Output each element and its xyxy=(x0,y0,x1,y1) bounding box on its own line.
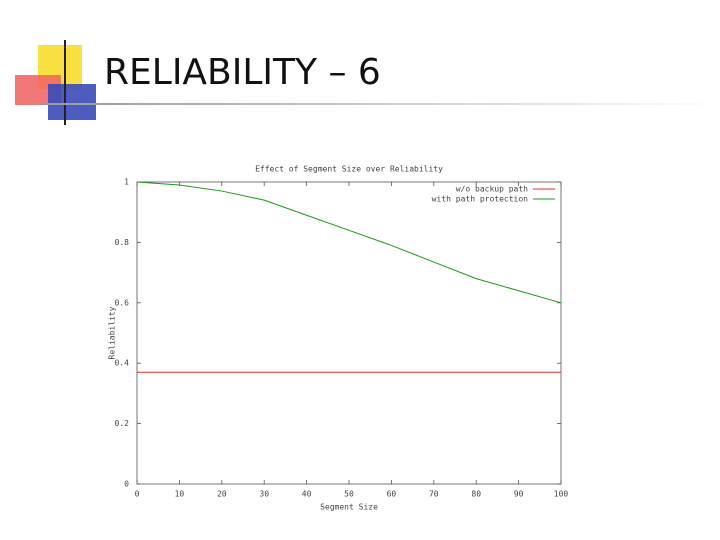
y-axis-label: Reliability xyxy=(108,306,117,359)
y-tick-label: 0.4 xyxy=(115,359,130,368)
plot-border xyxy=(136,181,562,485)
x-tick-label: 10 xyxy=(175,490,185,499)
deco-blue xyxy=(48,84,96,120)
y-tick-label: 0 xyxy=(124,480,129,489)
x-tick-label: 20 xyxy=(217,490,227,499)
y-tick-label: 0.6 xyxy=(115,298,130,307)
series-line xyxy=(136,181,562,304)
x-tick-label: 50 xyxy=(344,490,354,499)
x-tick-label: 100 xyxy=(554,490,569,499)
x-axis-label: Segment Size xyxy=(320,503,378,512)
x-tick-label: 30 xyxy=(259,490,269,499)
y-tick-label: 1 xyxy=(124,178,129,187)
slide-title: RELIABILITY – 6 xyxy=(104,52,381,93)
x-tick-label: 40 xyxy=(302,490,312,499)
x-tick-label: 80 xyxy=(471,490,481,499)
x-tick-label: 70 xyxy=(429,490,439,499)
y-tick-label: 0.8 xyxy=(115,238,130,247)
y-tick-label: 0.2 xyxy=(115,419,130,428)
x-tick-label: 0 xyxy=(135,490,140,499)
chart-title: Effect of Segment Size over Reliability xyxy=(255,165,443,174)
legend-label: with path protection xyxy=(432,195,529,204)
x-tick-label: 60 xyxy=(387,490,397,499)
deco-rule xyxy=(40,103,720,105)
legend-label: w/o backup path xyxy=(456,185,528,194)
x-tick-label: 90 xyxy=(514,490,524,499)
